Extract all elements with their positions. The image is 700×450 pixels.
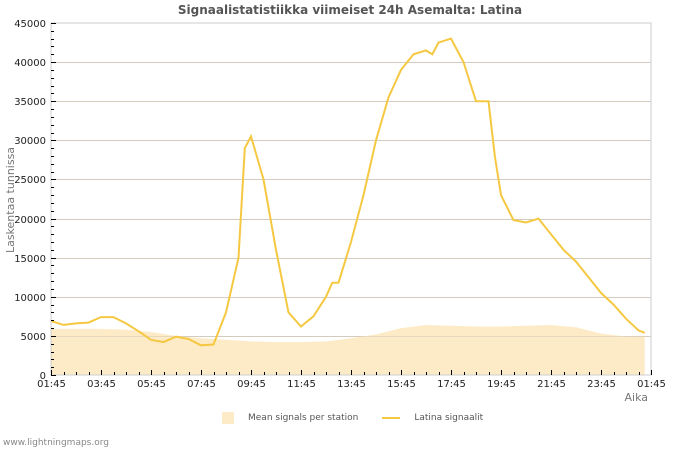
x-axis: 01:45 03:45 05:45 07:45 09:45 11:45 13:45 15:45… — [37, 370, 666, 390]
svg-text:23:45: 23:45 — [587, 379, 616, 390]
svg-text:01:45: 01:45 — [637, 379, 666, 390]
svg-text:07:45: 07:45 — [187, 379, 216, 390]
svg-text:13:45: 13:45 — [337, 379, 366, 390]
svg-text:03:45: 03:45 — [87, 379, 116, 390]
svg-text:25000: 25000 — [14, 175, 46, 186]
svg-text:0: 0 — [40, 371, 46, 382]
chart-title: Signaalistatistiikka viimeiset 24h Asema… — [177, 3, 523, 17]
latina-signals-line — [50, 37, 646, 347]
svg-text:15000: 15000 — [14, 254, 46, 265]
svg-text:15:45: 15:45 — [387, 379, 416, 390]
svg-text:11:45: 11:45 — [287, 379, 316, 390]
legend: Mean signals per station Latina signaali… — [222, 412, 483, 424]
legend-area-swatch — [222, 412, 234, 424]
svg-text:20000: 20000 — [14, 215, 46, 226]
svg-text:09:45: 09:45 — [237, 379, 266, 390]
svg-text:45000: 45000 — [14, 19, 46, 30]
y-axis-title: Laskentaa tunnissa — [4, 147, 17, 253]
x-axis-title: Aika — [625, 391, 649, 404]
svg-text:17:45: 17:45 — [437, 379, 466, 390]
grid-lines — [51, 62, 651, 337]
svg-text:19:45: 19:45 — [487, 379, 516, 390]
svg-text:35000: 35000 — [14, 97, 46, 108]
legend-area-label: Mean signals per station — [248, 413, 359, 423]
grid-lines-over-area — [51, 62, 651, 337]
legend-line-label: Latina signaalit — [414, 413, 484, 423]
svg-text:01:45: 01:45 — [37, 379, 66, 390]
svg-text:05:45: 05:45 — [137, 379, 166, 390]
svg-text:10000: 10000 — [14, 293, 46, 304]
svg-text:40000: 40000 — [14, 58, 46, 69]
footer-link[interactable]: www.lightningmaps.org — [3, 438, 109, 448]
legend-line-swatch — [382, 417, 401, 419]
y-axis: 0 5000 10000 15000 20000 25000 30000 35000 40000… — [14, 19, 56, 382]
svg-text:21:45: 21:45 — [537, 379, 566, 390]
plot-border — [50, 22, 652, 376]
mean-signals-area — [51, 324, 645, 375]
svg-text:30000: 30000 — [14, 136, 46, 147]
svg-text:5000: 5000 — [21, 332, 46, 343]
